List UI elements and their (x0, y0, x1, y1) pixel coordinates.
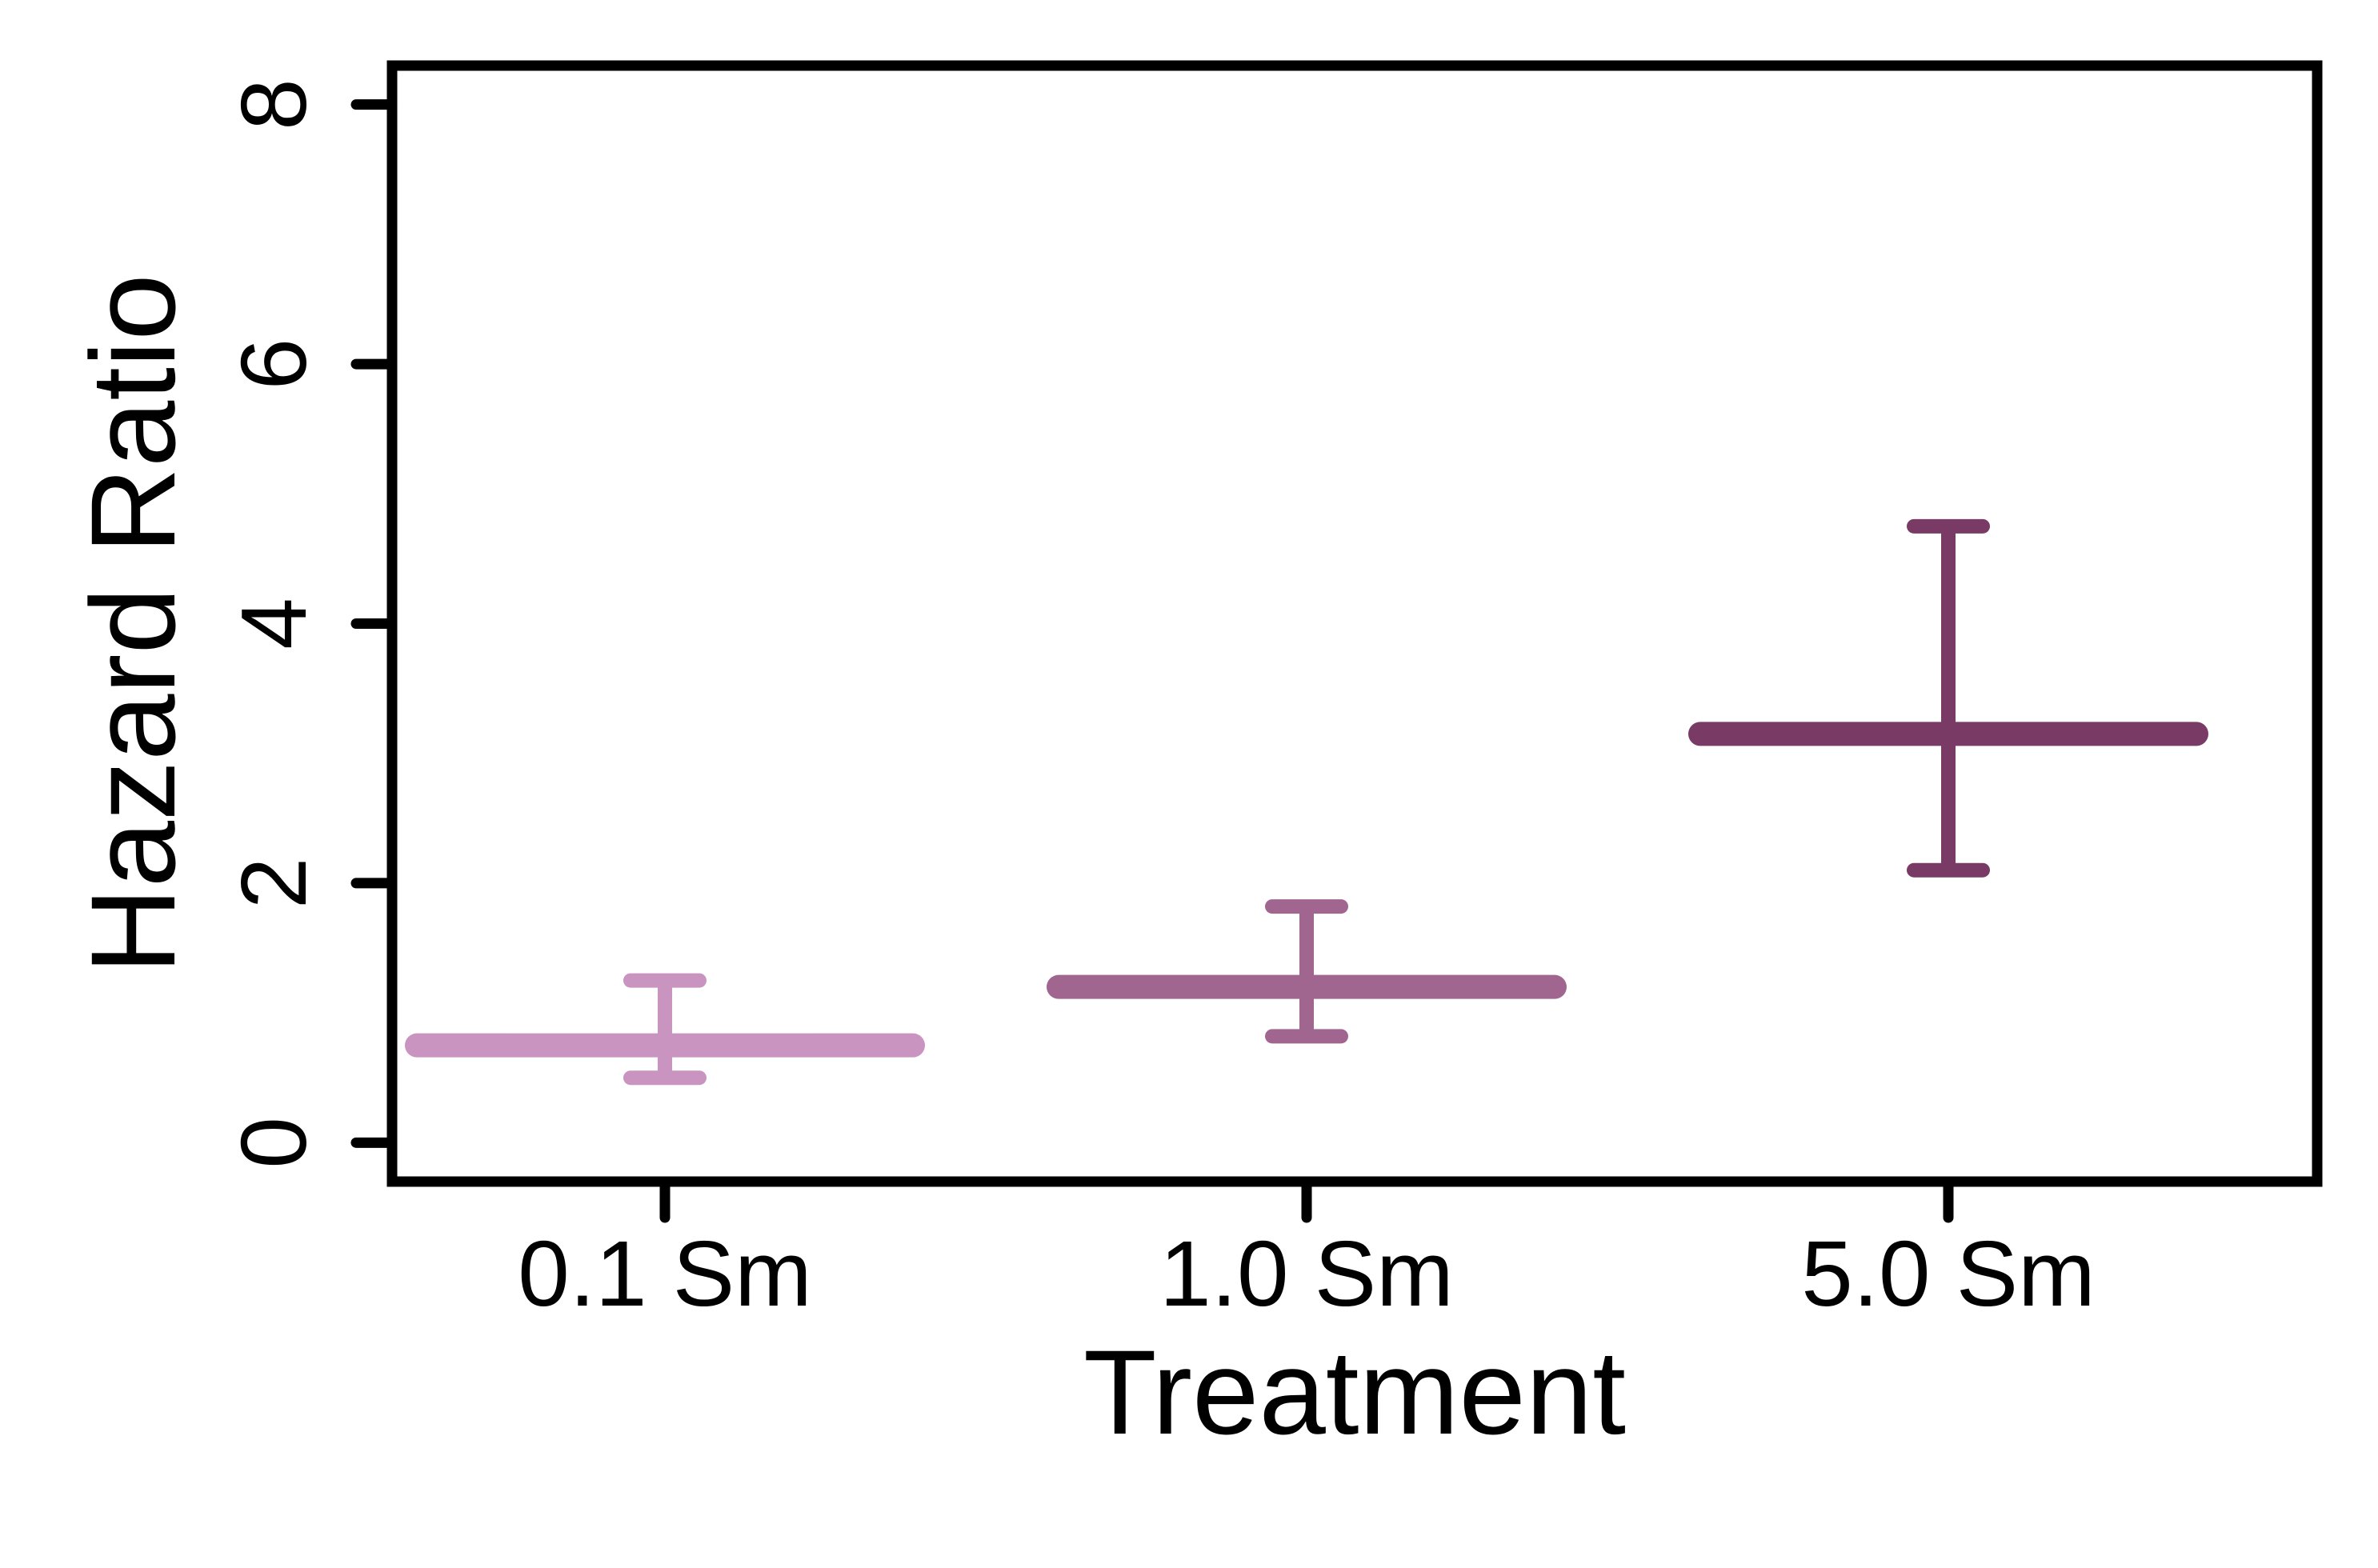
data-marks (405, 518, 2208, 1086)
plot-frame (386, 60, 2323, 1187)
x-axis-label: Treatment (1083, 1325, 1626, 1459)
y-tick-label: 0 (222, 1117, 326, 1169)
y-tick-label: 6 (222, 338, 326, 390)
error-bar-group (405, 973, 925, 1086)
error-bar-group (1047, 899, 1567, 1044)
y-tick-label: 8 (222, 78, 326, 130)
y-tick-label: 4 (222, 598, 326, 650)
y-axis: 0 2 4 6 8 (222, 78, 398, 1169)
x-tick-label: 0.1 Sm (518, 1222, 811, 1326)
x-tick-label: 1.0 Sm (1159, 1222, 1453, 1326)
x-tick-label: 5.0 Sm (1801, 1222, 2095, 1326)
y-axis-label: Hazard Ratio (66, 274, 200, 974)
x-axis: 0.1 Sm 1.0 Sm 5.0 Sm (518, 1176, 2096, 1326)
error-bar-group (1688, 518, 2208, 878)
y-tick-label: 2 (222, 858, 326, 910)
